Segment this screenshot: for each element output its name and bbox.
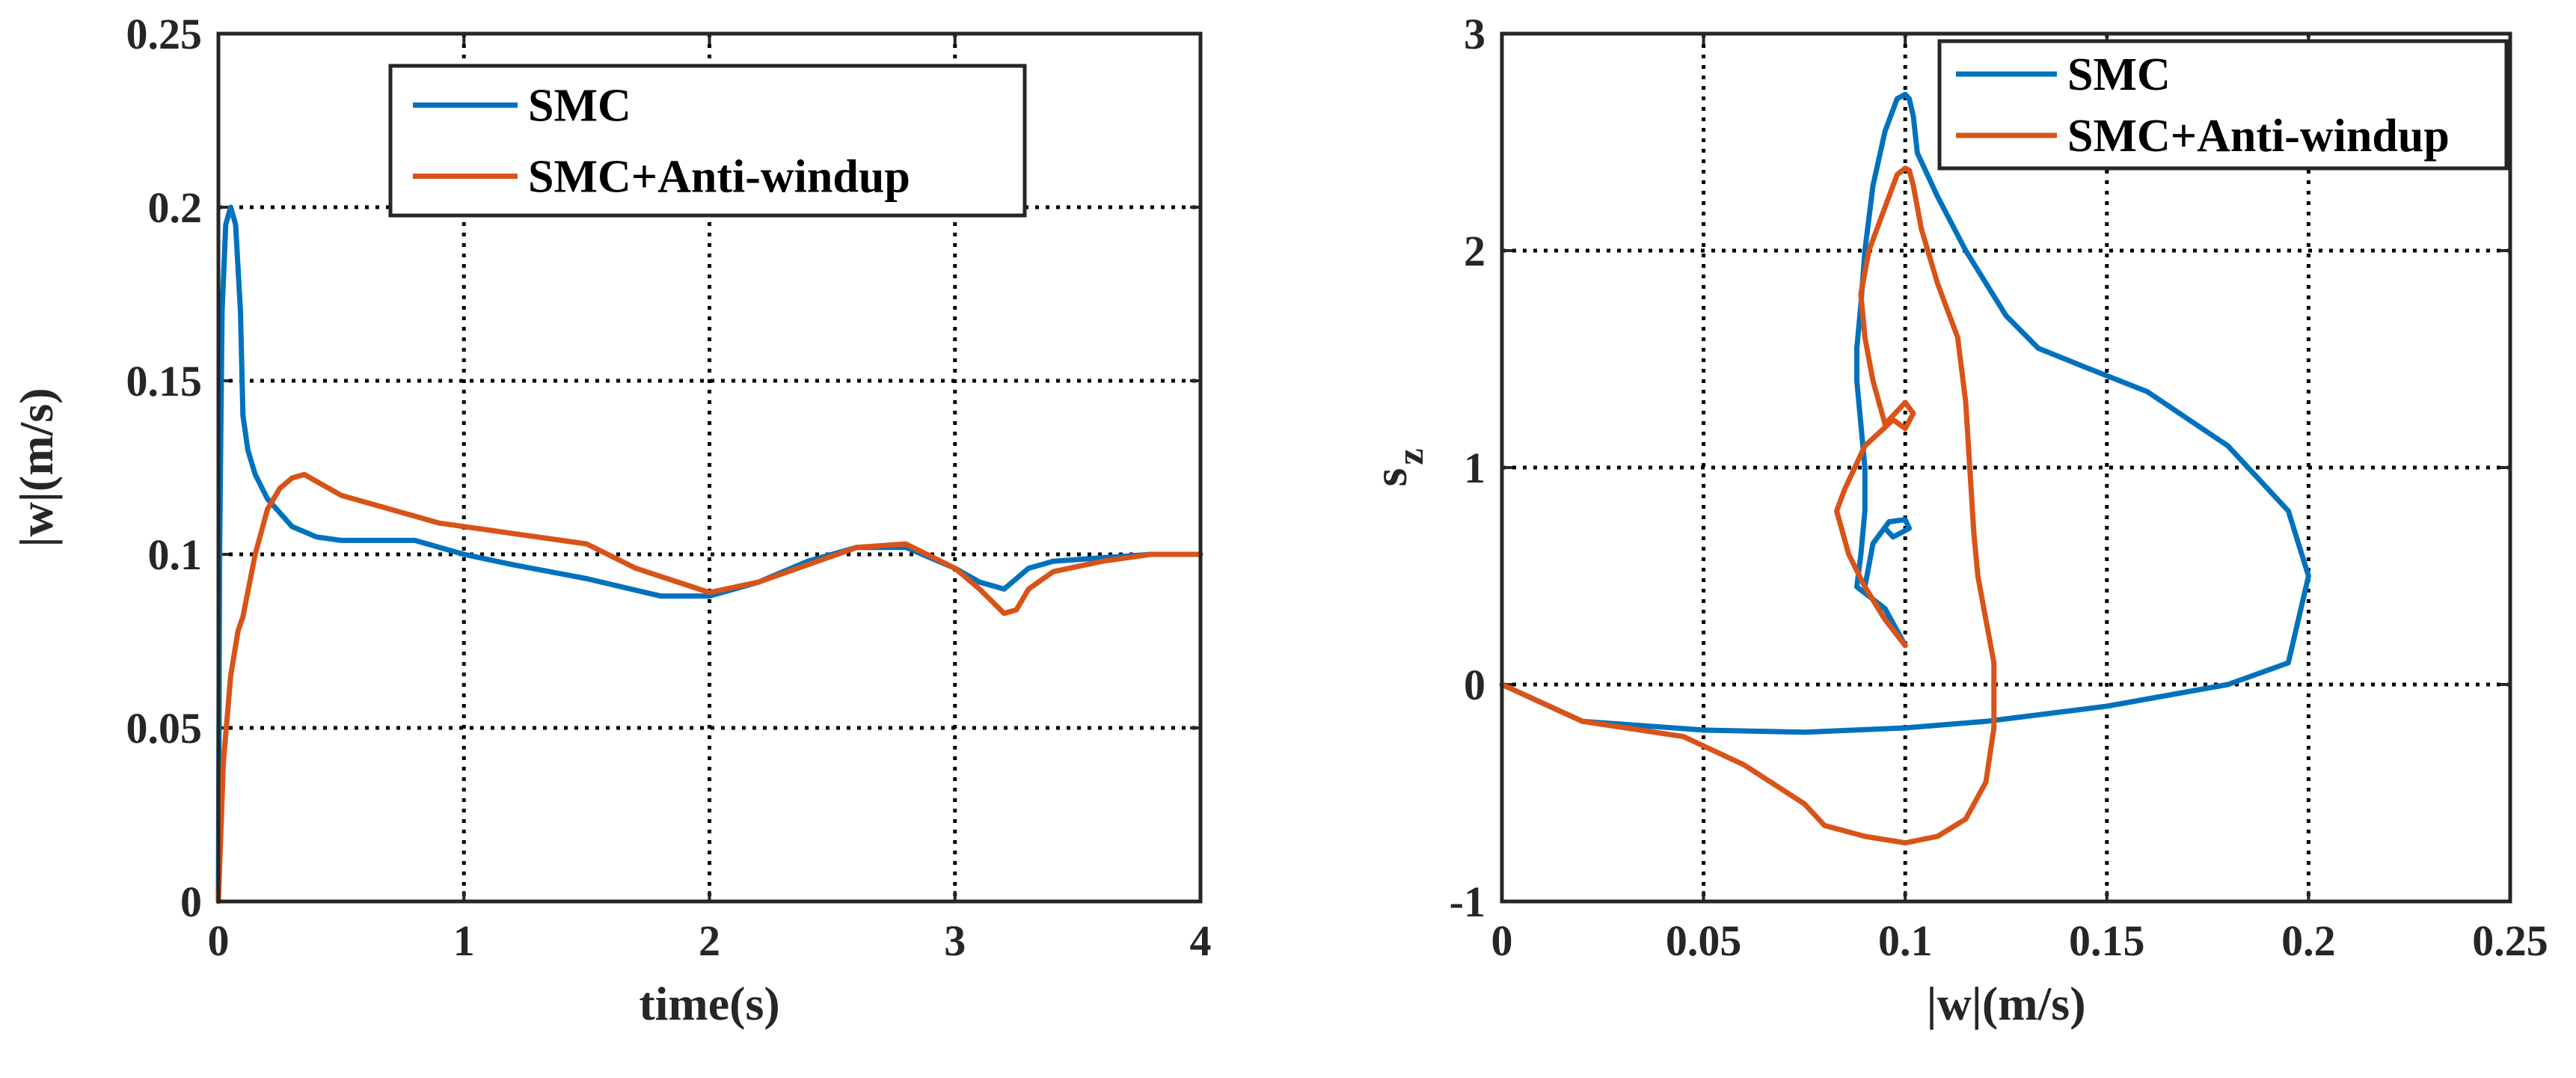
x-tick-label: 1 [453,916,475,965]
legend-label-smc-anti-windup: SMC+Anti-windup [528,152,910,203]
x-tick-label: 0.1 [1878,916,1933,965]
y-tick-label: 0 [180,878,202,926]
right-chart-phase-portrait: 0 0.05 0.1 0.15 0.2 0.25-10123|w|(m/s)szSMCSM… [1364,10,2548,1030]
y-tick-label: 0.15 [126,357,203,405]
x-tick-label: 0 [208,916,230,965]
y-axis-label: |w|(m/s) [10,388,63,547]
y-axis-label-main: s [1364,468,1417,487]
x-tick-label: 0.2 [2281,916,2336,965]
legend-label-smc-anti-windup: SMC+Anti-windup [2067,111,2450,162]
plot-frame [1500,31,2512,904]
x-tick-label: 3 [944,916,966,965]
left-chart-time-response: 0 1 2 3 4 0 0.05 0.1 0.15 0.2 0.25 time(s) |w|(m/s) S… [10,10,1212,1030]
series-line-smc-anti-windup [215,471,1203,904]
grid [218,34,1200,901]
series-line-smc-anti-windup [1499,165,1997,846]
x-tick-label: 0.05 [1666,916,1742,965]
x-axis-label: |w|(m/s) [1926,977,2085,1030]
y-tick-label: 2 [1464,227,1485,275]
y-tick-label: 3 [1464,10,1485,58]
y-tick-label: 0.1 [148,530,203,579]
y-tick-label: 0.2 [148,183,203,232]
x-tick-label: 0 [1491,916,1513,965]
legend-label-smc: SMC [528,81,631,132]
x-tick-label: 4 [1190,916,1212,965]
y-tick-label: 0.25 [126,10,203,58]
x-axis-label: time(s) [639,977,779,1030]
y-tick-label: -1 [1450,878,1485,926]
series-line-smc [215,204,1203,904]
y-tick-label: 0 [1464,661,1485,709]
legend-box [388,64,1027,218]
y-axis-label: sz [1364,448,1431,486]
x-tick-label: 2 [699,916,720,965]
x-tick-label: 0.25 [2472,916,2548,965]
legend-label-smc: SMC [2067,49,2171,100]
plot-frame [216,31,1203,904]
y-tick-label: 0.05 [126,704,203,753]
legend-box [1937,39,2509,171]
y-tick-label: 1 [1464,444,1485,492]
legend: SMC SMC+Anti-windup [388,64,1027,218]
y-axis-label-subscript: z [1389,448,1431,465]
grid [1502,34,2510,901]
legend: SMC SMC+Anti-windup [1937,39,2509,171]
x-tick-label: 0.15 [2069,916,2145,965]
